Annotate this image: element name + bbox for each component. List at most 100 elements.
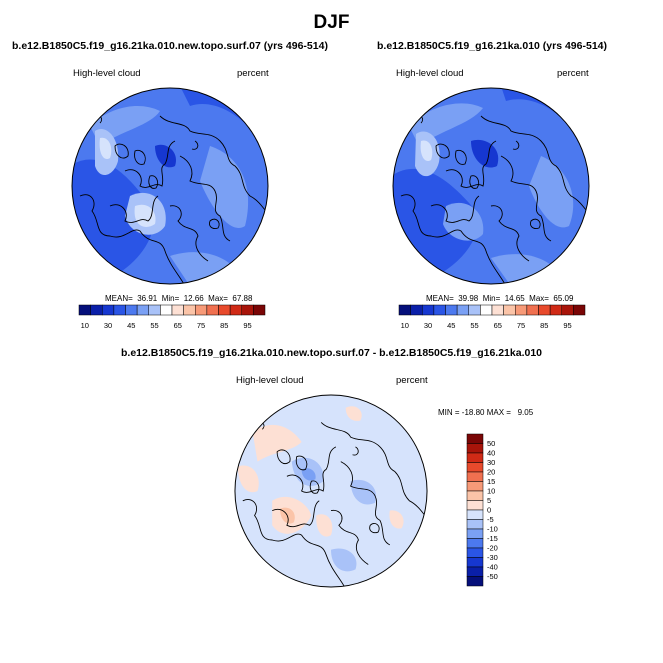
left-polar-map <box>71 87 269 285</box>
diff-colorbar-box <box>466 443 484 454</box>
diff-colorbar-label: -10 <box>487 525 498 534</box>
left-colorbar-box <box>241 304 254 316</box>
diff-colorbar-box <box>466 462 484 473</box>
left-variable-label: High-level cloud <box>73 68 141 79</box>
diff-colorbar-label: -5 <box>487 515 494 524</box>
left-colorbar-box <box>160 304 173 316</box>
right-colorbar-label: 45 <box>447 321 455 330</box>
diff-colorbar-box <box>466 433 484 444</box>
left-colorbar-label: 10 <box>81 321 89 330</box>
diff-colorbar-label: 10 <box>487 487 495 496</box>
left-field-region <box>72 262 120 284</box>
diff-map-boundary <box>234 394 428 588</box>
right-colorbar-label: 55 <box>470 321 478 330</box>
right-field-region <box>529 156 574 228</box>
right-variable-label: High-level cloud <box>396 68 464 79</box>
diff-panel-title: b.e12.B1850C5.f19_g16.21ka.010.new.topo.… <box>120 347 543 359</box>
right-colorbar-box <box>561 304 574 316</box>
left-units-label: percent <box>237 68 269 79</box>
left-colorbar-label: 65 <box>174 321 182 330</box>
left-colorbar-box <box>113 304 126 316</box>
right-colorbar-label: 95 <box>563 321 571 330</box>
diff-colorbar-label: -20 <box>487 544 498 553</box>
left-panel-title: b.e12.B1850C5.f19_g16.21ka.010.new.topo.… <box>12 40 328 52</box>
right-panel-title: b.e12.B1850C5.f19_g16.21ka.010 (yrs 496-… <box>377 40 607 52</box>
diff-field-region <box>389 510 404 529</box>
diff-colorbar-label: -15 <box>487 534 498 543</box>
diff-colorbar-box <box>466 538 484 549</box>
diff-colorbar-box <box>466 500 484 511</box>
right-polar-map <box>392 87 590 285</box>
diff-coastlines <box>242 421 428 588</box>
right-colorbar-box <box>410 304 423 316</box>
diff-colorbar-box <box>466 490 484 501</box>
left-colorbar-box <box>229 304 242 316</box>
right-colorbar-label: 10 <box>401 321 409 330</box>
right-colorbar-box <box>422 304 435 316</box>
diff-variable-label: High-level cloud <box>236 375 304 386</box>
left-colorbar-label: 45 <box>127 321 135 330</box>
left-colorbar-box <box>136 304 149 316</box>
right-colorbar-label: 85 <box>540 321 548 330</box>
diff-colorbar-box <box>466 547 484 558</box>
left-field-region <box>99 137 112 160</box>
left-colorbar-box <box>90 304 103 316</box>
diff-colorbar-label: -50 <box>487 572 498 581</box>
left-colorbar-box <box>125 304 138 316</box>
right-colorbar-boxes <box>398 304 586 316</box>
left-coastlines <box>79 115 268 284</box>
right-colorbar-label: 75 <box>517 321 525 330</box>
diff-colorbar-label: 5 <box>487 496 491 505</box>
left-colorbar-box <box>183 304 196 316</box>
right-colorbar-box <box>456 304 469 316</box>
right-colorbar-box <box>526 304 539 316</box>
left-colorbar-box <box>206 304 219 316</box>
diff-field-region <box>345 406 362 421</box>
diff-field-region <box>331 548 357 572</box>
left-colorbar-box <box>78 304 91 316</box>
diff-colorbar-box <box>466 519 484 530</box>
right-colorbar-box <box>538 304 551 316</box>
right-coastlines <box>400 115 589 284</box>
diff-field-region <box>252 424 302 462</box>
left-colorbar-box <box>253 304 266 316</box>
diff-polar-map <box>234 394 428 588</box>
diff-colorbar-label: -40 <box>487 563 498 572</box>
left-field-region <box>134 204 156 227</box>
diff-colorbar-label: 0 <box>487 506 491 515</box>
left-field-region <box>155 144 176 168</box>
diff-field-base <box>234 394 428 588</box>
right-colorbar: 10 30 45 55 65 75 85 95 <box>398 304 586 330</box>
diff-stats-text: MIN = -18.80 MAX = 9.05 <box>438 408 534 417</box>
right-field-region <box>471 139 499 168</box>
right-colorbar-box <box>480 304 493 316</box>
left-colorbar-boxes <box>78 304 266 316</box>
diff-colorbar-box <box>466 566 484 577</box>
right-colorbar-box <box>468 304 481 316</box>
page-title: DJF <box>313 12 350 33</box>
diff-colorbar-label: 50 <box>487 439 495 448</box>
right-stats-text: MEAN= 39.98 Min= 14.65 Max= 65.09 <box>426 294 574 303</box>
diff-colorbar-box <box>466 528 484 539</box>
diff-colorbar-box <box>466 481 484 492</box>
diff-field-region <box>316 514 333 537</box>
diff-units-label: percent <box>396 375 428 386</box>
right-colorbar-box <box>491 304 504 316</box>
left-colorbar-box <box>148 304 161 316</box>
diff-colorbar-label: -30 <box>487 553 498 562</box>
right-colorbar-box <box>398 304 411 316</box>
right-colorbar-box <box>445 304 458 316</box>
left-colorbar-label: 95 <box>243 321 251 330</box>
diff-colorbar-box <box>466 471 484 482</box>
diff-colorbar-box <box>466 509 484 520</box>
diff-colorbar-boxes <box>466 433 484 587</box>
left-map-boundary <box>71 87 269 285</box>
right-units-label: percent <box>557 68 589 79</box>
right-colorbar-label: 30 <box>424 321 432 330</box>
diff-field-region <box>350 479 377 505</box>
diff-colorbar-label: 15 <box>487 477 495 486</box>
right-colorbar-box <box>433 304 446 316</box>
right-colorbar-label: 65 <box>494 321 502 330</box>
